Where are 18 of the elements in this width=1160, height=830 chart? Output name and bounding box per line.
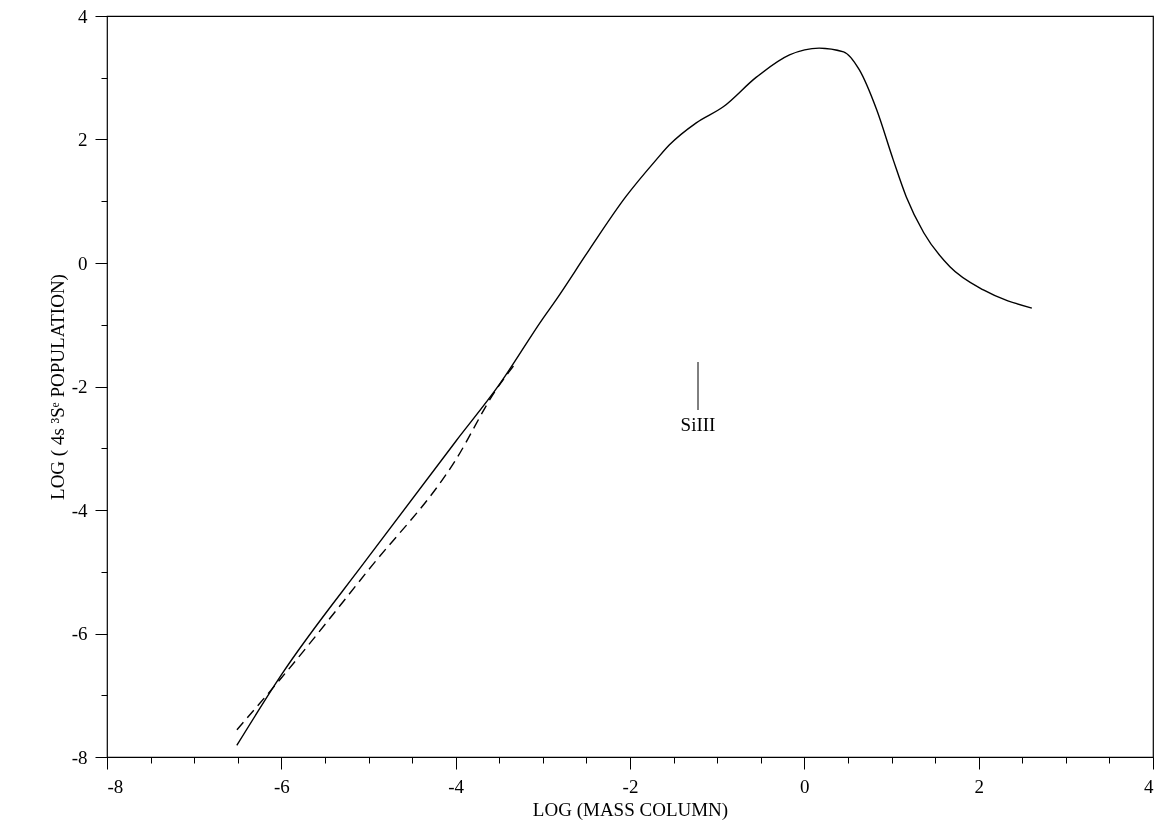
x-tick-label: -2 xyxy=(622,775,639,797)
x-tick-label: -4 xyxy=(448,775,465,797)
y-tick-label: 4 xyxy=(78,5,88,27)
y-axis-title: LOG ( 4s ³Sᵉ POPULATION) xyxy=(46,274,69,500)
y-tick-label: 0 xyxy=(78,252,88,274)
y-tick-label: -8 xyxy=(71,746,88,768)
x-tick-label: 2 xyxy=(974,775,984,797)
x-tick-label: 4 xyxy=(1144,775,1154,797)
annotation: SiIII xyxy=(680,414,716,435)
y-tick-label: 2 xyxy=(78,129,88,150)
x-tick-label: -8 xyxy=(107,775,124,797)
y-tick-label: -4 xyxy=(71,499,88,521)
x-tick-label: -6 xyxy=(273,775,290,797)
x-tick-label: 0 xyxy=(800,775,810,797)
x-axis-title: LOG (MASS COLUMN) xyxy=(532,798,729,821)
line-series xyxy=(236,47,1033,746)
y-tick-label: -2 xyxy=(71,376,88,397)
y-tick-label: -6 xyxy=(71,623,88,644)
